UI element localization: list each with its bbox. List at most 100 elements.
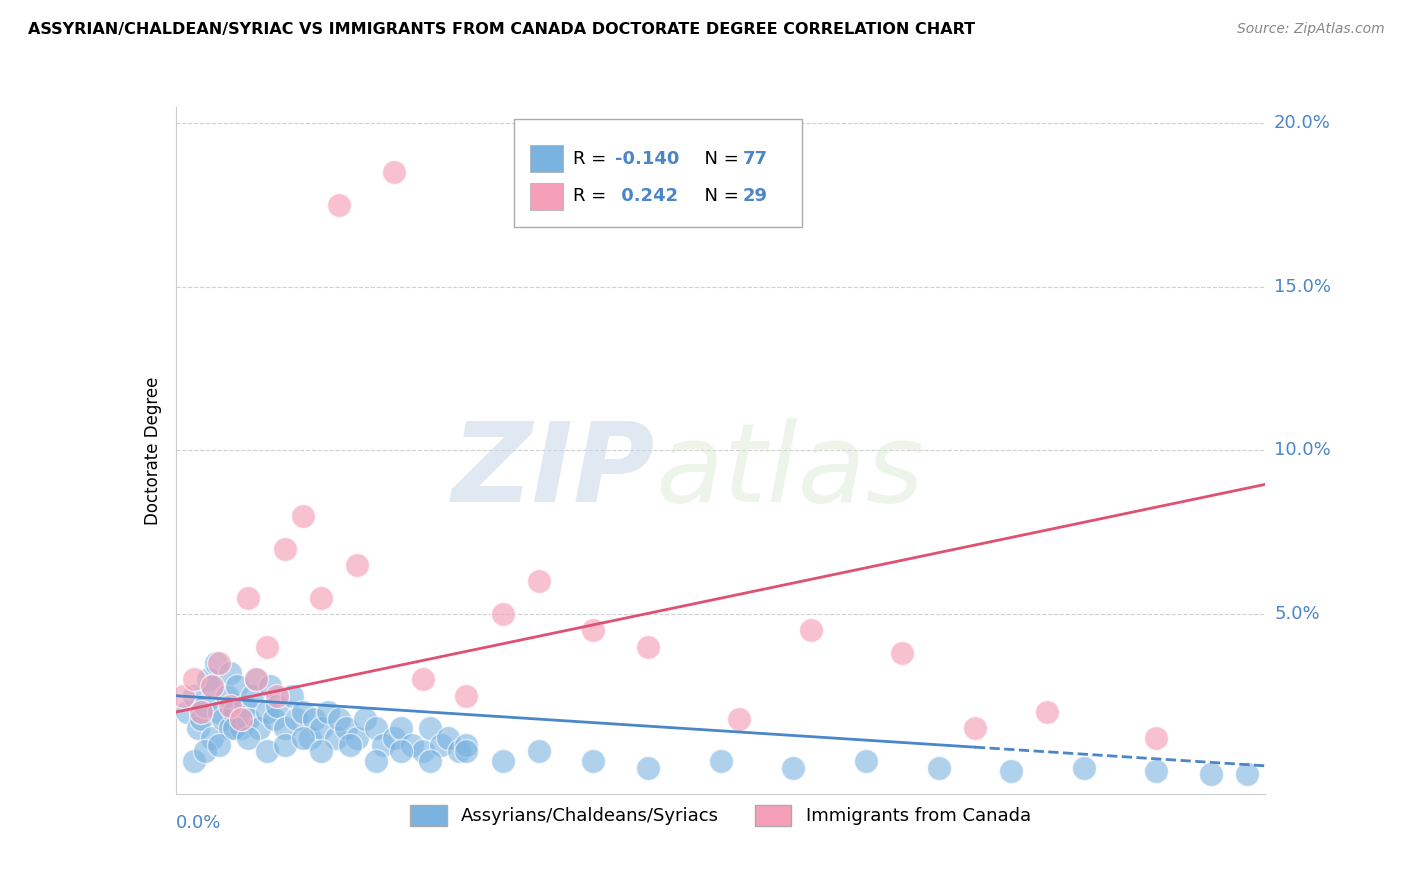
Point xyxy=(1146,764,1168,778)
Point xyxy=(456,689,478,703)
Point xyxy=(274,738,297,752)
Point xyxy=(309,722,332,736)
Point xyxy=(204,656,226,670)
Point xyxy=(245,673,267,687)
Text: 20.0%: 20.0% xyxy=(1274,114,1331,132)
Point xyxy=(328,198,350,212)
Text: 77: 77 xyxy=(742,150,768,168)
Text: 5.0%: 5.0% xyxy=(1274,605,1320,623)
Text: 29: 29 xyxy=(742,187,768,205)
Point xyxy=(456,738,478,752)
Point xyxy=(231,722,253,736)
Point xyxy=(190,705,212,719)
Point xyxy=(266,698,288,713)
Point xyxy=(176,705,198,719)
Point xyxy=(430,738,453,752)
Point xyxy=(201,731,224,746)
Point xyxy=(727,712,749,726)
Point xyxy=(412,673,434,687)
Point xyxy=(284,712,307,726)
Point xyxy=(325,731,347,746)
Text: ZIP: ZIP xyxy=(451,417,655,524)
Point xyxy=(382,731,405,746)
Point xyxy=(891,646,914,660)
Y-axis label: Doctorate Degree: Doctorate Degree xyxy=(143,376,162,524)
Point xyxy=(1000,764,1022,778)
Point xyxy=(274,722,297,736)
Point xyxy=(928,761,950,775)
Point xyxy=(190,712,212,726)
Point xyxy=(963,722,986,736)
Point xyxy=(582,754,605,768)
Point xyxy=(855,754,877,768)
Point xyxy=(309,744,332,758)
Point xyxy=(222,722,245,736)
Text: 0.242: 0.242 xyxy=(614,187,678,205)
Point xyxy=(231,712,253,726)
Point xyxy=(256,744,278,758)
Point xyxy=(637,640,659,654)
Point xyxy=(238,591,260,605)
Point xyxy=(318,705,340,719)
Point xyxy=(371,738,394,752)
Text: R =: R = xyxy=(574,187,613,205)
Point xyxy=(346,731,368,746)
Point xyxy=(782,761,804,775)
Text: ASSYRIAN/CHALDEAN/SYRIAC VS IMMIGRANTS FROM CANADA DOCTORATE DEGREE CORRELATION : ASSYRIAN/CHALDEAN/SYRIAC VS IMMIGRANTS F… xyxy=(28,22,976,37)
Point xyxy=(527,744,550,758)
Point xyxy=(419,722,441,736)
Text: 10.0%: 10.0% xyxy=(1274,442,1331,459)
Point xyxy=(800,624,823,638)
Point xyxy=(183,754,205,768)
FancyBboxPatch shape xyxy=(513,119,803,227)
Point xyxy=(208,738,231,752)
Point xyxy=(256,640,278,654)
Text: atlas: atlas xyxy=(655,417,924,524)
Point xyxy=(219,722,242,736)
Point xyxy=(527,574,550,589)
Text: R =: R = xyxy=(574,150,613,168)
Text: 15.0%: 15.0% xyxy=(1274,278,1331,296)
Point xyxy=(238,712,260,726)
Point xyxy=(382,165,405,179)
Text: Source: ZipAtlas.com: Source: ZipAtlas.com xyxy=(1237,22,1385,37)
Point xyxy=(364,754,387,768)
Point xyxy=(226,679,249,693)
Point xyxy=(302,712,325,726)
Point xyxy=(197,673,219,687)
Point xyxy=(208,656,231,670)
Point xyxy=(208,705,231,719)
Text: N =: N = xyxy=(693,150,745,168)
Point xyxy=(233,698,256,713)
Point xyxy=(364,722,387,736)
Point xyxy=(274,541,297,556)
Point xyxy=(183,673,205,687)
Point xyxy=(215,689,238,703)
Point xyxy=(309,591,332,605)
Point xyxy=(291,731,314,746)
Point xyxy=(281,689,304,703)
Point xyxy=(259,679,281,693)
Point xyxy=(263,712,285,726)
Point xyxy=(186,722,209,736)
Text: -0.140: -0.140 xyxy=(614,150,679,168)
Point xyxy=(401,738,423,752)
Point xyxy=(1073,761,1095,775)
Point xyxy=(201,679,224,693)
Point xyxy=(456,744,478,758)
Point xyxy=(1146,731,1168,746)
Point xyxy=(256,705,278,719)
Point xyxy=(183,689,205,703)
Text: N =: N = xyxy=(693,187,745,205)
Point xyxy=(1199,767,1222,781)
Point xyxy=(346,558,368,572)
Point xyxy=(492,607,515,621)
Point xyxy=(172,689,194,703)
Point xyxy=(1036,705,1059,719)
Point xyxy=(637,761,659,775)
Text: 0.0%: 0.0% xyxy=(176,814,221,832)
Point xyxy=(389,722,412,736)
Legend: Assyrians/Chaldeans/Syriacs, Immigrants from Canada: Assyrians/Chaldeans/Syriacs, Immigrants … xyxy=(404,797,1038,833)
Point xyxy=(339,738,361,752)
Point xyxy=(219,665,242,680)
